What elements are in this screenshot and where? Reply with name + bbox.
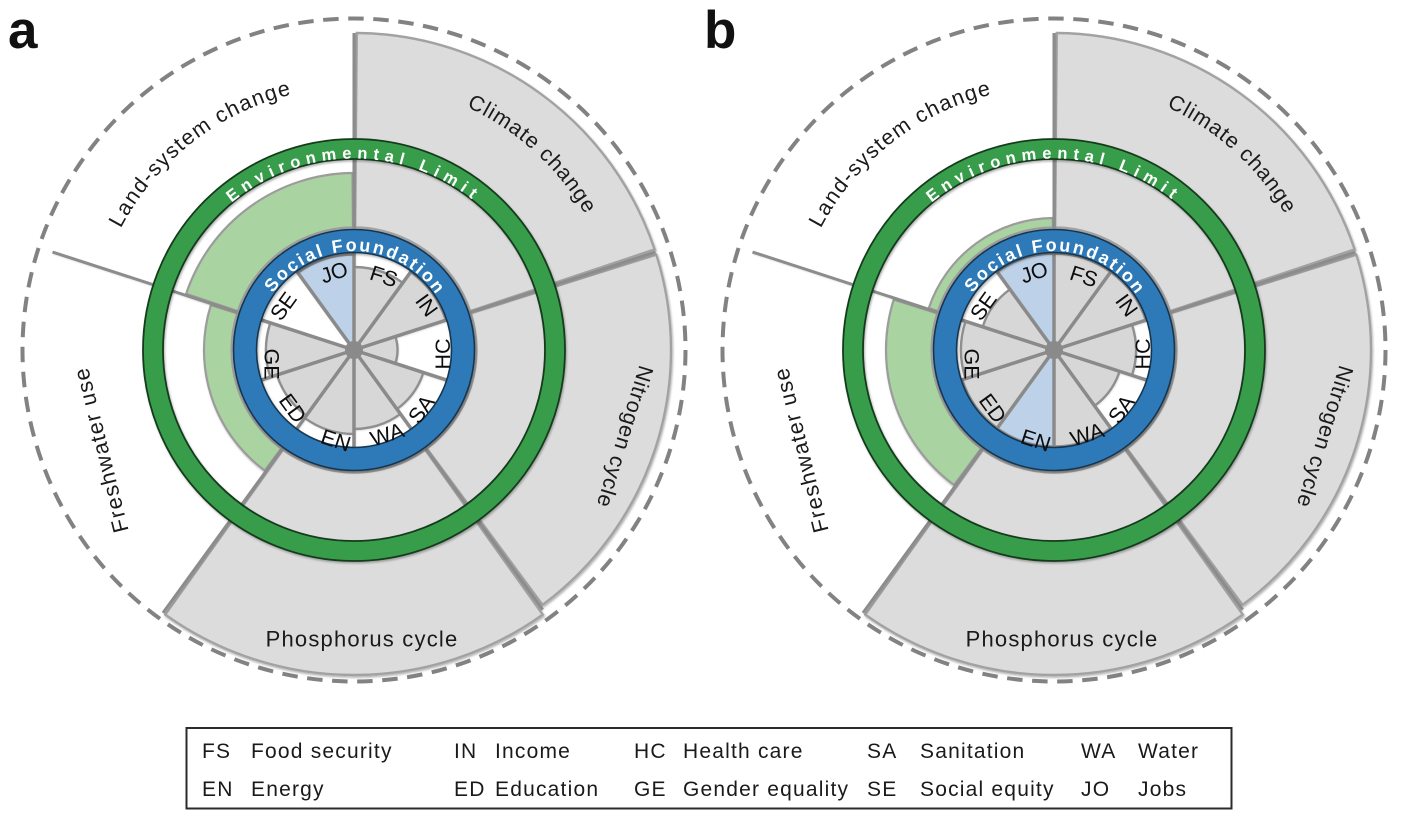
svg-text:FS: FS	[202, 740, 231, 763]
svg-text:Food security: Food security	[251, 740, 393, 763]
svg-text:HC: HC	[1131, 338, 1155, 369]
svg-text:Sanitation: Sanitation	[920, 740, 1025, 763]
svg-text:EN: EN	[202, 778, 234, 801]
svg-text:JO: JO	[1081, 778, 1110, 801]
svg-text:SE: SE	[867, 778, 897, 801]
svg-text:GE: GE	[959, 348, 983, 379]
svg-text:GE: GE	[259, 348, 283, 379]
svg-text:HC: HC	[431, 338, 455, 369]
svg-text:WA: WA	[1081, 740, 1116, 763]
svg-text:IN: IN	[454, 740, 477, 763]
svg-text:SA: SA	[867, 740, 897, 763]
svg-text:Gender equality: Gender equality	[683, 778, 849, 801]
svg-text:Education: Education	[495, 778, 599, 801]
svg-text:Jobs: Jobs	[1138, 778, 1187, 801]
svg-text:Phosphorus cycle: Phosphorus cycle	[266, 626, 459, 651]
svg-text:ED: ED	[454, 778, 486, 801]
svg-text:b: b	[704, 1, 736, 60]
svg-text:a: a	[8, 1, 38, 60]
svg-text:GE: GE	[634, 778, 667, 801]
svg-text:HC: HC	[634, 740, 667, 763]
svg-text:Water: Water	[1138, 740, 1199, 763]
svg-text:Health care: Health care	[683, 740, 804, 763]
svg-text:Phosphorus cycle: Phosphorus cycle	[966, 626, 1159, 651]
svg-text:Energy: Energy	[251, 778, 325, 801]
svg-text:Income: Income	[495, 740, 571, 763]
svg-text:Social equity: Social equity	[920, 778, 1055, 801]
